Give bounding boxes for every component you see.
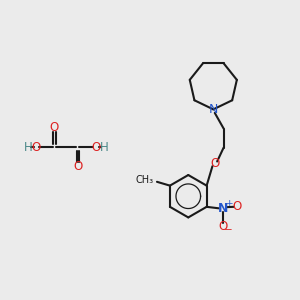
Text: O: O — [218, 220, 227, 233]
Text: O: O — [210, 157, 219, 170]
Text: O: O — [232, 200, 242, 213]
Text: O: O — [73, 160, 83, 173]
Text: H: H — [23, 141, 32, 154]
Text: −: − — [224, 224, 233, 235]
Text: N: N — [218, 202, 228, 215]
Text: O: O — [92, 141, 101, 154]
Text: CH₃: CH₃ — [136, 175, 154, 185]
Text: O: O — [32, 141, 41, 154]
Text: +: + — [225, 199, 232, 208]
Text: N: N — [208, 103, 218, 116]
Text: H: H — [100, 141, 109, 154]
Text: O: O — [50, 122, 59, 134]
